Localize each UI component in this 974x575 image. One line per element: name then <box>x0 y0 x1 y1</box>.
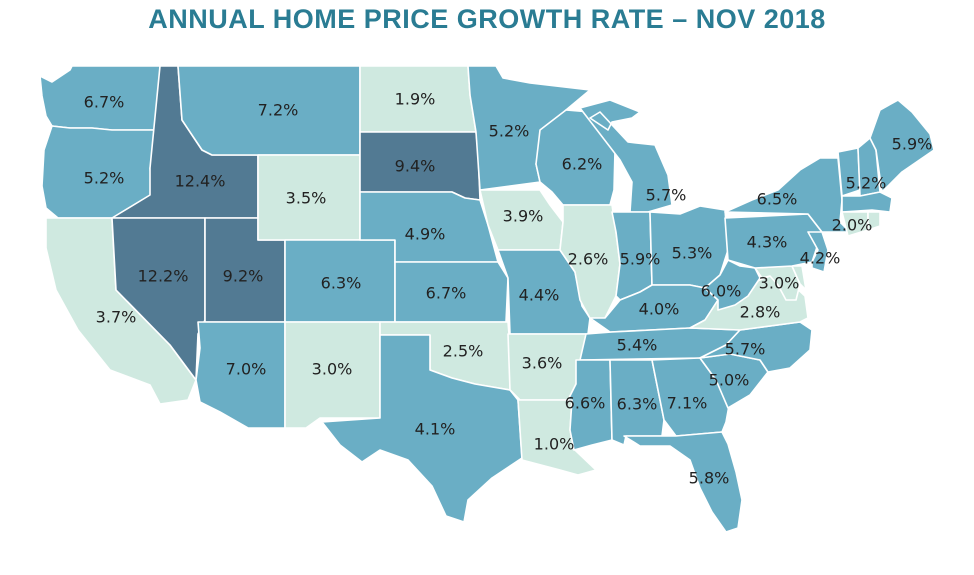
label-wv: 6.0% <box>701 282 742 301</box>
state-nc <box>699 321 813 373</box>
label-pa: 4.3% <box>747 233 788 252</box>
label-nh: 5.2% <box>846 174 887 193</box>
label-fl: 5.8% <box>689 469 730 488</box>
label-il: 2.6% <box>568 250 609 269</box>
label-al: 6.3% <box>617 395 658 414</box>
state-nj <box>807 231 829 273</box>
label-sc: 5.0% <box>709 371 750 390</box>
state-ma <box>841 191 893 213</box>
label-nc: 5.7% <box>725 340 766 359</box>
label-nm: 3.0% <box>312 360 353 379</box>
state-me <box>869 99 935 193</box>
state-de <box>791 265 807 291</box>
label-ct: 2.0% <box>832 216 873 235</box>
label-ok: 2.5% <box>443 342 484 361</box>
label-mt: 7.2% <box>258 101 299 120</box>
label-me: 5.9% <box>892 135 933 154</box>
state-ks <box>394 261 509 323</box>
label-md: 3.0% <box>759 274 800 293</box>
label-or: 5.2% <box>84 169 125 188</box>
label-la: 1.0% <box>534 435 575 454</box>
label-ca: 3.7% <box>96 308 137 327</box>
label-ar: 3.6% <box>522 354 563 373</box>
label-nd: 1.9% <box>395 90 436 109</box>
label-ga: 7.1% <box>667 394 708 413</box>
label-tx: 4.1% <box>415 420 456 439</box>
label-tn: 5.4% <box>617 336 658 355</box>
label-ia: 3.9% <box>503 207 544 226</box>
label-ut: 9.2% <box>223 267 264 286</box>
label-id: 12.4% <box>175 172 226 191</box>
state-ne <box>359 191 499 263</box>
label-ky: 4.0% <box>639 300 680 319</box>
label-mn: 5.2% <box>489 122 530 141</box>
state-tx <box>321 334 523 523</box>
label-oh: 5.3% <box>672 244 713 263</box>
label-co: 6.3% <box>321 274 362 293</box>
label-wy: 3.5% <box>286 189 327 208</box>
label-va: 2.8% <box>740 303 781 322</box>
state-wv <box>704 259 761 311</box>
label-wa: 6.7% <box>84 93 125 112</box>
label-nj: 4.2% <box>800 249 841 268</box>
label-nv: 12.2% <box>138 267 189 286</box>
label-sd: 9.4% <box>395 157 436 176</box>
map-title: ANNUAL HOME PRICE GROWTH RATE – NOV 2018 <box>148 4 826 34</box>
state-ri <box>867 211 881 231</box>
label-az: 7.0% <box>226 360 267 379</box>
label-in: 5.9% <box>620 250 661 269</box>
state-fl <box>623 431 743 533</box>
label-ks: 6.7% <box>426 284 467 303</box>
state-mi <box>579 99 673 213</box>
label-wi: 6.2% <box>562 155 603 174</box>
state-nh <box>857 137 881 197</box>
label-ms: 6.6% <box>565 394 606 413</box>
label-mi: 5.7% <box>646 186 687 205</box>
label-mo: 4.4% <box>519 286 560 305</box>
label-ny: 6.5% <box>757 190 798 209</box>
label-ne: 4.9% <box>405 225 446 244</box>
